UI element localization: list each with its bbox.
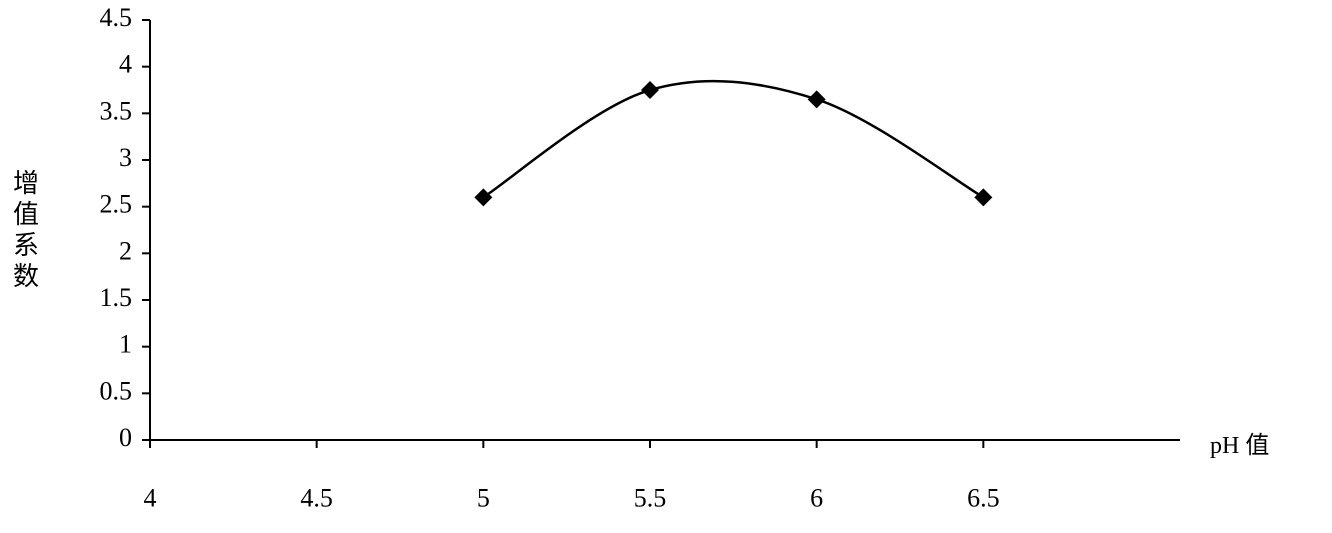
y-tick-label: 3 [119,143,132,172]
x-axis-label: pH 值 [1210,425,1269,460]
data-marker [474,188,492,206]
y-tick-label: 0 [119,423,132,452]
y-tick-label: 0.5 [100,376,133,405]
series-line [483,81,983,197]
data-marker [974,188,992,206]
line-chart: 0 0.5 1 1.5 2 2.5 3 3.5 4 4.5 4 4.5 5 5.5 6 6.5 [0,0,1332,533]
y-tick-label: 1 [119,330,132,359]
y-tick-label: 4 [119,50,132,79]
y-tick-label: 1.5 [100,283,133,312]
x-tick-label: 6 [810,483,823,512]
y-axis-label: 增值系数 [10,168,42,293]
x-tick-label: 4.5 [300,483,333,512]
y-tick-label: 4.5 [100,3,133,32]
x-tick-label: 5 [477,483,490,512]
y-tick-label: 2 [119,236,132,265]
x-tick-label: 6.5 [967,483,1000,512]
x-tick-label: 4 [144,483,157,512]
x-tick-label: 5.5 [634,483,667,512]
y-tick-label: 2.5 [100,190,133,219]
y-tick-label: 3.5 [100,96,133,125]
chart-container: 0 0.5 1 1.5 2 2.5 3 3.5 4 4.5 4 4.5 5 5.5 6 6.5 pH 值 增值… [0,0,1332,533]
data-marker [641,81,659,99]
data-marker [808,90,826,108]
